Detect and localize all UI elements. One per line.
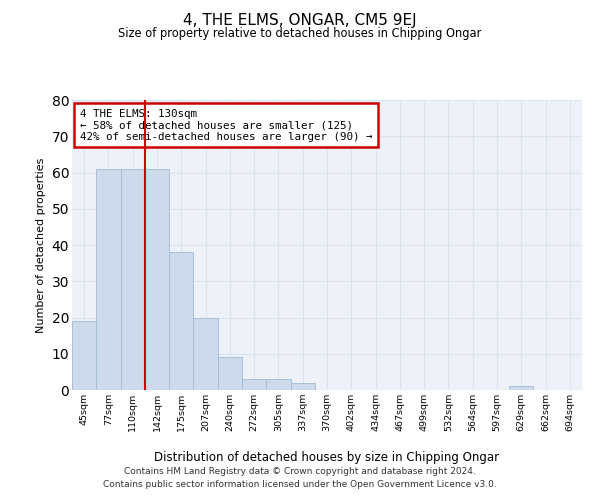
Text: 4 THE ELMS: 130sqm
← 58% of detached houses are smaller (125)
42% of semi-detach: 4 THE ELMS: 130sqm ← 58% of detached hou…	[80, 108, 372, 142]
Bar	[121, 169, 145, 390]
Text: 4, THE ELMS, ONGAR, CM5 9EJ: 4, THE ELMS, ONGAR, CM5 9EJ	[183, 12, 417, 28]
Bar	[266, 379, 290, 390]
Bar	[72, 321, 96, 390]
Bar	[509, 386, 533, 390]
Y-axis label: Number of detached properties: Number of detached properties	[36, 158, 46, 332]
Bar	[145, 169, 169, 390]
Text: Contains HM Land Registry data © Crown copyright and database right 2024.
Contai: Contains HM Land Registry data © Crown c…	[103, 468, 497, 489]
Bar	[96, 169, 121, 390]
Text: Size of property relative to detached houses in Chipping Ongar: Size of property relative to detached ho…	[118, 28, 482, 40]
Bar	[290, 383, 315, 390]
Text: Distribution of detached houses by size in Chipping Ongar: Distribution of detached houses by size …	[154, 451, 500, 464]
Bar	[169, 252, 193, 390]
Bar	[242, 379, 266, 390]
Bar	[218, 358, 242, 390]
Bar	[193, 318, 218, 390]
